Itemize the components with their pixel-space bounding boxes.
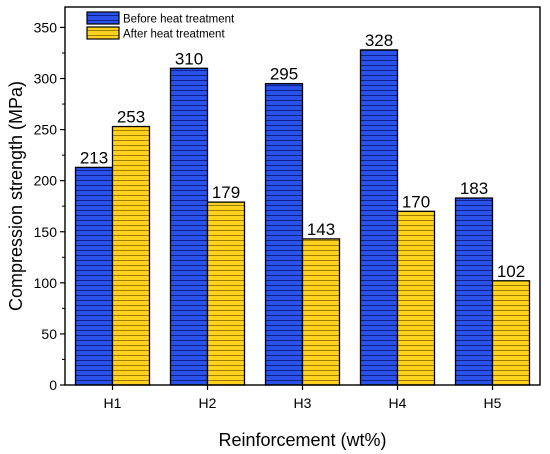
y-tick-label-350: 350 bbox=[34, 19, 58, 35]
data-label-after-h3: 143 bbox=[307, 220, 335, 239]
plot-area: 213 253 H1 310 179 H2 295 143 H3 328 170 H4 183 102 H5… bbox=[34, 6, 541, 411]
legend-label-after: After heat treatment bbox=[123, 29, 225, 41]
legend-swatch-after bbox=[86, 26, 120, 40]
data-label-before-h2: 310 bbox=[175, 49, 203, 68]
x-tick-label-h4: H4 bbox=[389, 395, 407, 411]
data-label-before-h5: 183 bbox=[460, 179, 488, 198]
data-label-after-h2: 179 bbox=[212, 183, 240, 202]
x-tick-label-h3: H3 bbox=[294, 395, 312, 411]
legend: Before heat treatment After heat treatmen… bbox=[86, 11, 235, 41]
y-axis-title: Compression strength (MPa) bbox=[6, 81, 26, 311]
bar-before-h4 bbox=[359, 49, 399, 386]
x-tick-label-h1: H1 bbox=[104, 395, 122, 411]
bar-after-h3 bbox=[301, 238, 341, 386]
bar-after-h2 bbox=[206, 201, 246, 386]
plot-frame bbox=[64, 6, 541, 386]
x-tick-label-h5: H5 bbox=[484, 395, 502, 411]
data-label-before-h3: 295 bbox=[270, 65, 298, 84]
y-tick-label-0: 0 bbox=[49, 377, 57, 393]
bar-after-h5 bbox=[491, 280, 531, 386]
y-tick-label-200: 200 bbox=[34, 173, 58, 189]
y-tick-label-250: 250 bbox=[34, 122, 58, 138]
data-label-before-h4: 328 bbox=[365, 31, 393, 50]
data-label-before-h1: 213 bbox=[80, 148, 108, 167]
legend-swatch-before bbox=[86, 11, 120, 25]
bar-before-h5 bbox=[454, 197, 494, 386]
bar-after-h4 bbox=[396, 210, 436, 386]
bar-before-h2 bbox=[169, 67, 209, 386]
y-tick-label-150: 150 bbox=[34, 224, 58, 240]
x-tick-label-h2: H2 bbox=[199, 395, 217, 411]
x-axis-title: Reinforcement (wt%) bbox=[218, 430, 386, 450]
y-tick-label-50: 50 bbox=[41, 326, 57, 342]
bar-before-h1 bbox=[74, 166, 114, 386]
legend-label-before: Before heat treatment bbox=[123, 14, 235, 26]
data-label-after-h4: 170 bbox=[402, 192, 430, 211]
y-tick-label-300: 300 bbox=[34, 71, 58, 87]
data-label-after-h5: 102 bbox=[497, 262, 525, 281]
y-tick-label-100: 100 bbox=[34, 275, 58, 291]
bar-before-h3 bbox=[264, 82, 304, 386]
data-label-after-h1: 253 bbox=[117, 108, 145, 127]
bar-after-h1 bbox=[111, 125, 151, 386]
